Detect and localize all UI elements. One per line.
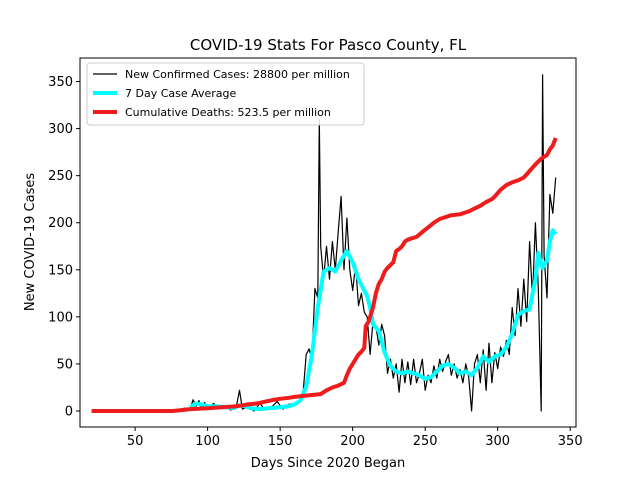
x-tick-label: 250 — [413, 434, 438, 449]
y-tick-label: 250 — [48, 169, 73, 184]
series-line-2 — [91, 137, 558, 413]
legend-box — [86, 62, 365, 126]
y-tick-label: 100 — [48, 310, 73, 325]
legend-label-2: Cumulative Deaths: 523.5 per million — [125, 106, 331, 119]
x-tick-label: 200 — [340, 434, 365, 449]
y-tick-label: 200 — [48, 216, 73, 231]
x-tick-label: 350 — [558, 434, 583, 449]
y-tick-label: 50 — [56, 357, 73, 372]
x-tick-label: 300 — [485, 434, 510, 449]
series-line-1 — [189, 228, 558, 412]
legend: New Confirmed Cases: 28800 per million 7 … — [86, 62, 365, 126]
y-tick-label: 300 — [48, 122, 73, 137]
x-tick-label: 100 — [195, 434, 220, 449]
y-axis-label: New COVID-19 Cases — [23, 173, 38, 311]
legend-label-0: New Confirmed Cases: 28800 per million — [125, 68, 350, 81]
y-axis: 0 50 100 150 200 250 300 350 — [48, 75, 80, 419]
x-tick-label: 50 — [127, 434, 144, 449]
x-axis: 50 100 150 200 250 300 350 — [127, 427, 583, 449]
x-tick-label: 150 — [268, 434, 293, 449]
legend-label-1: 7 Day Case Average — [125, 87, 237, 100]
chart-title: COVID-19 Stats For Pasco County, FL — [190, 36, 467, 54]
y-tick-label: 150 — [48, 263, 73, 278]
x-axis-label: Days Since 2020 Began — [251, 456, 406, 471]
y-tick-label: 350 — [48, 75, 73, 90]
axes-frame — [79, 57, 577, 428]
series-layer — [91, 74, 558, 413]
y-tick-label: 0 — [65, 404, 73, 419]
